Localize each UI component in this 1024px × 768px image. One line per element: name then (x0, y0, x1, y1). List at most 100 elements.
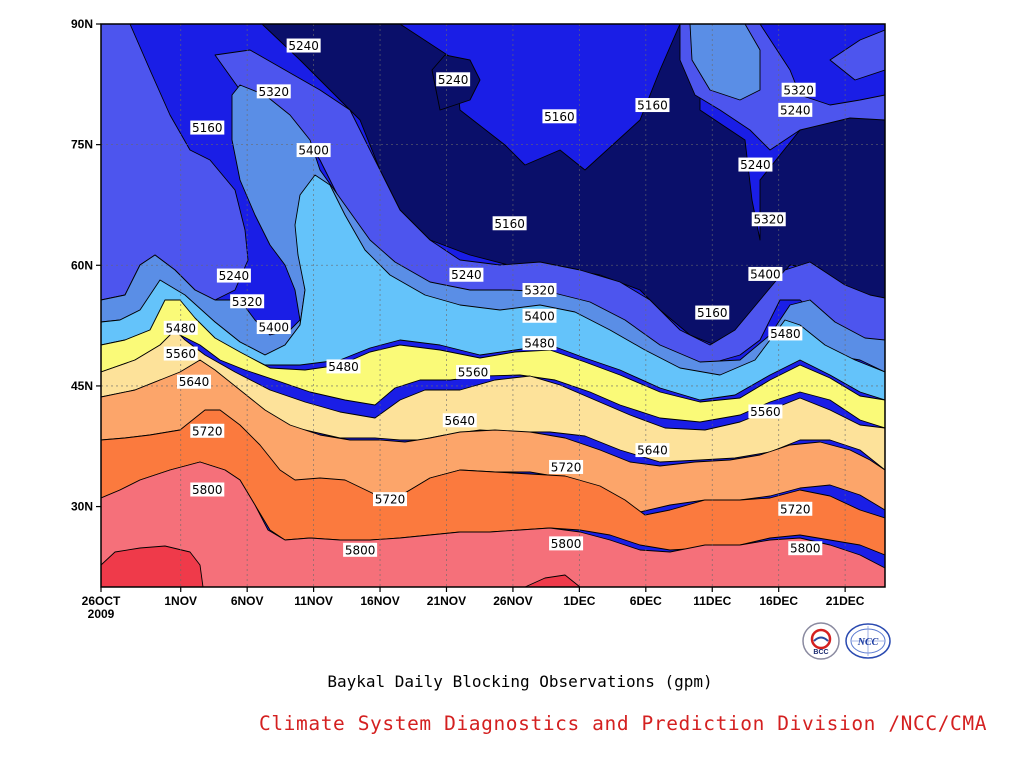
contour-label-text: 5800 (551, 537, 582, 551)
contour-label-text: 5480 (328, 360, 359, 374)
contour-label-box (343, 542, 378, 557)
y-tick-label: 30N (71, 500, 93, 514)
contour-label: 5240 (436, 72, 471, 87)
contour-label-text: 5560 (458, 366, 489, 380)
contour-label-box (216, 268, 251, 283)
y-tick-label: 75N (71, 138, 93, 152)
contour-label-text: 5240 (740, 158, 771, 172)
contour-label-text: 5560 (165, 347, 196, 361)
bcc-logo: BCC (802, 622, 840, 660)
contour-label-text: 5720 (192, 424, 223, 438)
contour-label: 5320 (522, 283, 557, 298)
contour-label-box (190, 120, 225, 135)
contour-label-box (522, 283, 557, 298)
contour-label: 5480 (163, 320, 198, 335)
contour-label: 5320 (781, 82, 816, 97)
contour-label: 5400 (522, 308, 557, 323)
contour-label-text: 5400 (298, 144, 329, 158)
contour-band-8 (829, 29, 885, 81)
contour-label: 5800 (549, 536, 584, 551)
contour-label-text: 5400 (258, 321, 289, 335)
contour-label: 5800 (343, 542, 378, 557)
y-tick-label: 90N (71, 17, 93, 31)
x-tick-label: 11DEC (693, 594, 731, 608)
x-tick-label: 6NOV (231, 594, 264, 608)
contour-label-box (256, 320, 291, 335)
contour-label-text: 5320 (232, 295, 263, 309)
contour-label-text: 5720 (551, 460, 582, 474)
contour-label: 5560 (748, 404, 783, 419)
y-tick-label: 45N (71, 379, 93, 393)
contour-label-text: 5240 (219, 269, 250, 283)
x-tick-label: 11NOV (294, 594, 333, 608)
contour-label-box (635, 443, 670, 458)
bcc-logo-text: BCC (813, 649, 828, 656)
contour-label-text: 5480 (165, 321, 196, 335)
contour-label-box (781, 82, 816, 97)
contour-label-box (492, 216, 527, 231)
contour-label: 5160 (542, 109, 577, 124)
plot-frame (100, 23, 886, 588)
contour-label: 5480 (326, 359, 361, 374)
contour-label: 5240 (216, 268, 251, 283)
x-year-label: 2009 (88, 607, 115, 621)
contour-label: 5640 (177, 374, 212, 389)
contour-label-box (190, 482, 225, 497)
contour-label: 5160 (635, 98, 670, 113)
contour-label-box (788, 541, 823, 556)
contour-label-text: 5400 (524, 309, 555, 323)
x-tick-label: 26OCT (82, 594, 121, 608)
contour-label-text: 5800 (345, 543, 376, 557)
contour-label: 5320 (751, 212, 786, 227)
contour-label: 5560 (456, 365, 491, 380)
contour-label-text: 5480 (524, 337, 555, 351)
contour-label-box (177, 374, 212, 389)
contour-label-text: 5240 (451, 268, 482, 282)
contour-label-text: 5560 (750, 405, 781, 419)
contour-fills (101, 24, 885, 587)
contour-label-box (522, 336, 557, 351)
contour-label-text: 5240 (438, 73, 469, 87)
contour-label-box (748, 266, 783, 281)
contour-label: 5240 (286, 38, 321, 53)
x-tick-label: 16NOV (360, 594, 399, 608)
axes: 30N 45N 60N 75N 90N 26OCT 1NOV 6NOV 11NOV 16NOV 21… (71, 17, 886, 621)
y-tick-label: 60N (71, 258, 93, 272)
contour-band-3 (261, 24, 885, 346)
contour-label-box (436, 72, 471, 87)
contour-label: 5720 (190, 423, 225, 438)
contour-label-box (256, 84, 291, 99)
contour-labels: 5240 5320 5160 5400 5240 5320 5480 5560 5400 5640… (163, 38, 823, 557)
contour-label-text: 5320 (258, 85, 289, 99)
contour-label: 5400 (748, 266, 783, 281)
contour-label-text: 5480 (770, 327, 801, 341)
contour-label-text: 5160 (494, 217, 525, 231)
contour-label: 5720 (373, 492, 408, 507)
chart-caption: Baykal Daily Blocking Observations (gpm) (327, 672, 713, 691)
contour-label-text: 5640 (179, 375, 210, 389)
contour-label-box (163, 320, 198, 335)
contour-label-text: 5160 (192, 121, 223, 135)
contour-label-box (748, 404, 783, 419)
contour-band-18 (524, 574, 581, 587)
contour-label-box (542, 109, 577, 124)
contour-label-box (522, 308, 557, 323)
contour-label-box (442, 413, 477, 428)
ncc-logo-text: NCC (857, 637, 879, 648)
x-tick-label: 6DEC (630, 594, 662, 608)
contour-label-box (778, 102, 813, 117)
contour-label-box (286, 38, 321, 53)
x-tick-label: 16DEC (759, 594, 798, 608)
contour-label-box (230, 294, 265, 309)
contour-label: 5480 (768, 326, 803, 341)
contour-label-box (449, 267, 484, 282)
contour-label: 5160 (695, 305, 730, 320)
contour-label-box (738, 157, 773, 172)
x-tick-label: 21DEC (826, 594, 865, 608)
contour-label-text: 5640 (637, 444, 668, 458)
contour-label: 5240 (738, 157, 773, 172)
contour-label-text: 5160 (544, 110, 575, 124)
contour-label: 5800 (788, 541, 823, 556)
contour-label-text: 5320 (753, 213, 784, 227)
